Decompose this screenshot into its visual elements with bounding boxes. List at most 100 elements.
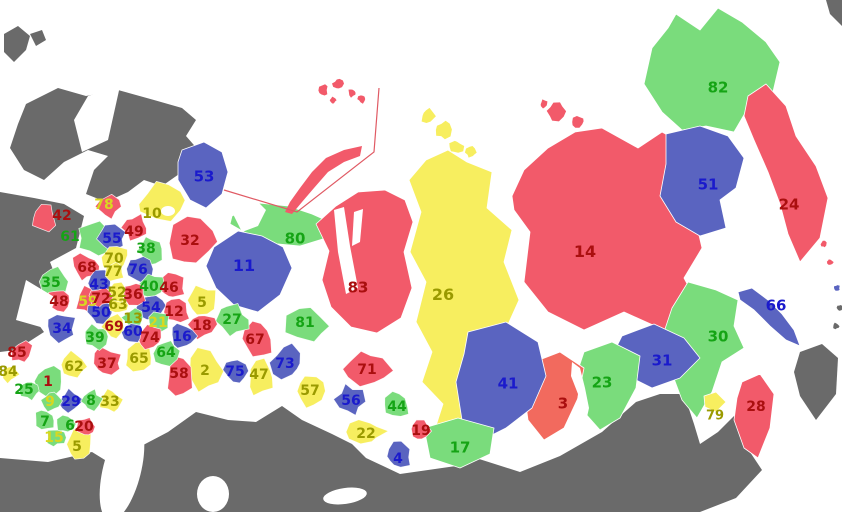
region-83[interactable] [315,189,414,334]
region-label-65: 65 [129,351,148,367]
region-69[interactable] [100,313,125,340]
region-label-26: 26 [432,285,454,304]
region-label-59: 59 [78,294,97,310]
region-56[interactable] [333,383,367,416]
region-57[interactable] [296,375,326,409]
region-53[interactable] [177,141,229,209]
region-label-56: 56 [341,393,360,409]
region-75[interactable] [222,359,249,384]
region-67[interactable] [241,320,272,358]
island-kuril-3 [834,285,840,291]
region-4[interactable] [386,440,411,468]
region-label-74: 74 [140,330,160,346]
region-label-71: 71 [357,362,376,378]
region-label-78: 78 [94,197,113,213]
region-label-14: 14 [574,242,596,261]
region-15[interactable] [46,429,67,447]
region-12[interactable] [163,298,190,323]
region-label-46: 46 [159,280,178,296]
region-49[interactable] [120,213,147,242]
foreign-land-scandinavia [10,88,200,202]
region-label-81: 81 [295,315,314,331]
region-73[interactable] [269,342,301,381]
water-lake-balkhash [323,487,367,505]
region-19[interactable] [410,419,432,440]
region-label-51: 51 [698,175,719,193]
region-47[interactable] [249,357,274,396]
region-71[interactable] [342,350,394,387]
foreign-land-svalbard-a [4,26,30,62]
region-label-75: 75 [225,364,244,380]
island-severnaya-zemlya-2 [435,120,452,140]
region-5[interactable] [187,285,217,316]
region-34[interactable] [47,314,76,344]
region-22[interactable] [345,419,389,445]
region-42[interactable] [32,203,57,233]
island-franz-josef-3 [348,89,356,98]
region-label-11: 11 [233,256,255,275]
region-39[interactable] [84,323,109,351]
region-38[interactable] [136,236,163,266]
region-77[interactable] [105,261,124,282]
region-label-44: 44 [387,399,407,415]
region-51[interactable] [659,125,745,237]
foreign-land-hokkaido [794,344,838,420]
island-kuril-5 [833,322,840,330]
island-franz-josef-2 [332,78,344,89]
water-baltic-sea [16,280,56,328]
region-label-72: 72 [91,291,110,307]
foreign-land-svalbard-b [30,30,46,46]
region-81[interactable] [284,307,330,343]
region-60[interactable] [121,323,142,343]
region-64[interactable] [152,340,181,367]
region-32[interactable] [168,216,218,264]
region-41[interactable] [455,321,547,441]
region-8[interactable] [80,388,104,412]
region-label-23: 23 [592,373,613,391]
region-6[interactable] [56,414,77,433]
region-label-38: 38 [136,241,155,257]
region-44[interactable] [384,391,409,417]
region-label-69: 69 [104,319,123,335]
region-14[interactable] [511,127,703,331]
water-lake-ladoga [161,206,175,216]
island-franz-josef-5 [329,96,337,104]
region-24[interactable] [743,83,829,263]
region-66[interactable] [737,287,801,347]
region-label-42: 42 [52,208,71,224]
region-28[interactable] [733,373,775,459]
region-62[interactable] [60,350,88,379]
region-84[interactable] [2,366,21,384]
region-17[interactable] [423,417,495,469]
region-label-6: 6 [65,418,75,434]
region-21[interactable] [148,311,170,333]
region-16[interactable] [171,323,199,349]
island-new-siberian-2 [572,116,584,128]
region-label-66: 66 [766,296,787,314]
region-label-29: 29 [61,394,80,410]
region-20[interactable] [76,417,96,436]
region-label-84: 84 [0,364,18,380]
region-58[interactable] [167,356,193,397]
region-79[interactable] [703,391,727,413]
region-37[interactable] [93,345,122,376]
region-label-52: 52 [107,285,126,301]
region-25[interactable] [18,381,40,401]
region-label-48: 48 [49,294,68,310]
region-9[interactable] [40,391,63,413]
region-label-39: 39 [85,330,104,346]
island-franz-josef-4 [357,95,366,104]
region-label-68: 68 [77,260,96,276]
region-label-57: 57 [300,383,319,399]
region-11[interactable] [205,230,293,313]
foreign-land-anatolia-caucasus [0,452,128,512]
region-label-15: 15 [44,430,63,446]
region-7[interactable] [35,409,55,430]
region-78[interactable] [94,193,122,220]
region-72[interactable] [88,287,114,308]
region-label-76: 76 [128,262,147,278]
region-label-63: 63 [108,297,127,313]
region-85[interactable] [11,340,33,363]
region-label-22: 22 [356,426,375,442]
region-label-8: 8 [86,393,96,409]
